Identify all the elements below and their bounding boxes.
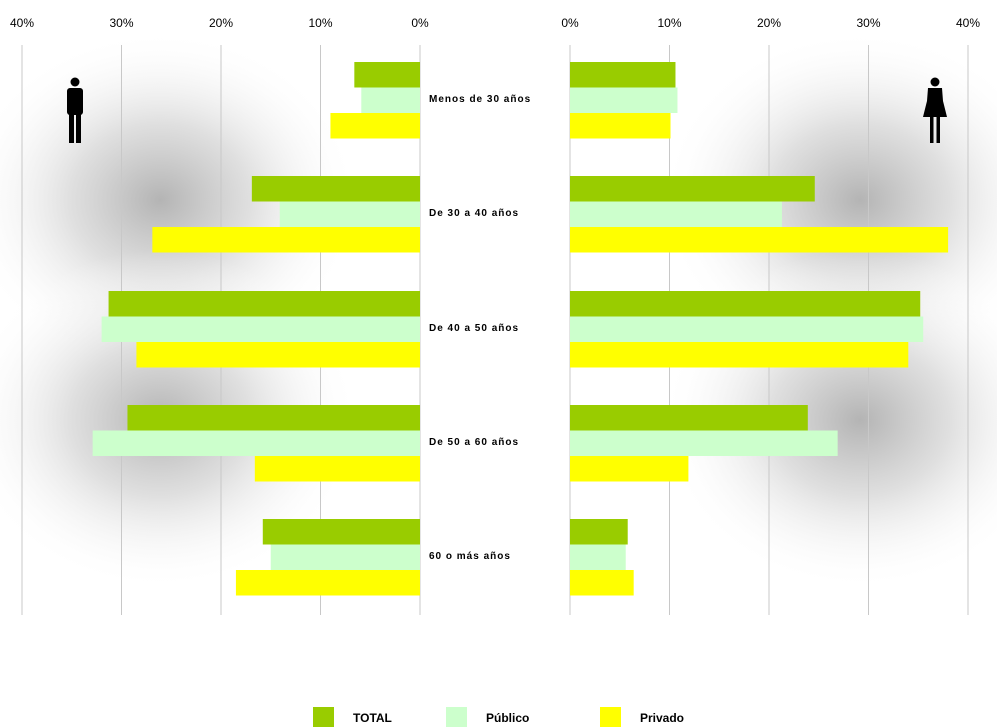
- left-bar-publico-menos-de-30-anos: [361, 87, 420, 113]
- category-label: Menos de 30 años: [429, 94, 531, 105]
- left-bar-total-de-50-a-60-anos: [127, 405, 420, 431]
- right-bar-publico-de-40-a-50-anos: [570, 316, 924, 342]
- right-bar-privado-de-50-a-60-anos: [570, 456, 689, 482]
- x-tick-label: 30%: [109, 16, 133, 30]
- right-bar-total-menos-de-30-anos: [570, 62, 676, 88]
- right-bar-publico-menos-de-30-anos: [570, 87, 678, 113]
- left-bar-total-de-30-a-40-anos: [251, 176, 420, 202]
- right-bar-privado-menos-de-30-anos: [570, 113, 671, 139]
- right-bar-publico-de-30-a-40-anos: [570, 201, 782, 227]
- right-bar-publico-60-o-mas-anos: [570, 544, 626, 570]
- x-tick-label: 40%: [956, 16, 980, 30]
- left-bar-privado-de-30-a-40-anos: [152, 227, 420, 253]
- category-label: De 30 a 40 años: [429, 208, 519, 219]
- male-figure-icon: [67, 77, 83, 143]
- right-bar-total-de-50-a-60-anos: [570, 405, 808, 431]
- right-bar-total-60-o-mas-anos: [570, 519, 628, 545]
- legend-swatch-privado: [600, 707, 621, 727]
- x-tick-label: 20%: [209, 16, 233, 30]
- x-tick-label: 20%: [757, 16, 781, 30]
- right-bar-publico-de-50-a-60-anos: [570, 430, 838, 456]
- left-bar-publico-60-o-mas-anos: [270, 544, 420, 570]
- legend-label-total: TOTAL: [353, 711, 392, 725]
- female-figure-icon: [923, 77, 947, 143]
- category-label: De 50 a 60 años: [429, 437, 519, 448]
- legend-label-privado: Privado: [640, 711, 684, 725]
- legend-swatch-publico: [446, 707, 467, 727]
- left-bar-privado-de-50-a-60-anos: [254, 456, 420, 482]
- legend-label-publico: Público: [486, 711, 529, 725]
- category-label: De 40 a 50 años: [429, 323, 519, 334]
- left-bar-privado-de-40-a-50-anos: [136, 342, 421, 368]
- left-bar-total-60-o-mas-anos: [262, 519, 420, 545]
- left-bar-total-menos-de-30-anos: [354, 62, 420, 88]
- right-bar-total-de-40-a-50-anos: [570, 291, 921, 317]
- x-tick-label: 10%: [657, 16, 681, 30]
- center-band: [420, 45, 570, 615]
- x-tick-label: 0%: [561, 16, 579, 30]
- left-bar-privado-menos-de-30-anos: [330, 113, 420, 139]
- left-bar-total-de-40-a-50-anos: [108, 291, 420, 317]
- x-tick-label: 30%: [856, 16, 880, 30]
- x-tick-label: 10%: [308, 16, 332, 30]
- x-tick-label: 40%: [10, 16, 34, 30]
- left-bar-privado-60-o-mas-anos: [235, 570, 420, 596]
- right-bar-total-de-30-a-40-anos: [570, 176, 815, 202]
- left-bar-publico-de-30-a-40-anos: [279, 201, 420, 227]
- right-bar-privado-de-30-a-40-anos: [570, 227, 949, 253]
- x-tick-label: 0%: [411, 16, 429, 30]
- legend-swatch-total: [313, 707, 334, 727]
- left-bar-publico-de-50-a-60-anos: [92, 430, 421, 456]
- left-bar-publico-de-40-a-50-anos: [101, 316, 420, 342]
- category-label: 60 o más años: [429, 551, 511, 562]
- right-bar-privado-de-40-a-50-anos: [570, 342, 909, 368]
- right-bar-privado-60-o-mas-anos: [570, 570, 634, 596]
